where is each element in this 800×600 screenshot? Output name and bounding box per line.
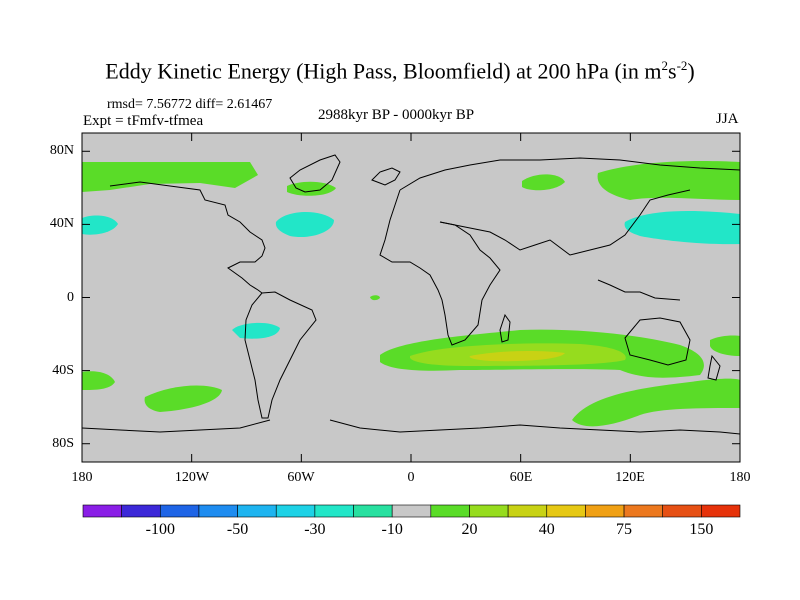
stats-label: rmsd= 7.56772 diff= 2.61467 — [107, 97, 273, 112]
x-tick-label: 0 — [407, 470, 415, 485]
chart-title: Eddy Kinetic Energy (High Pass, Bloomfie… — [105, 58, 695, 84]
colorbar-label: 150 — [689, 521, 714, 538]
anomaly-north-pacific-east — [82, 215, 118, 235]
colorbar-label: -100 — [145, 521, 175, 538]
anomaly-eurasia-north — [522, 174, 565, 191]
anomaly-siberia — [597, 161, 740, 200]
experiment-label: Expt = tFmfv-tfmea — [83, 113, 204, 129]
anomaly-dateline-south — [82, 371, 115, 390]
colorbar-label: -30 — [304, 521, 326, 538]
anomaly-north-atlantic — [82, 162, 258, 192]
colorbar-label: 75 — [616, 521, 633, 538]
y-tick-label: 40N — [49, 216, 74, 231]
coastlines — [82, 154, 740, 435]
anomaly-south-pacific — [144, 385, 222, 412]
anomaly-equatorial-atlantic — [370, 295, 380, 301]
y-tick-label: 40S — [52, 363, 74, 378]
y-tick-label: 80N — [49, 143, 74, 158]
anomaly-south-australia — [572, 378, 740, 427]
x-tick-label: 60W — [287, 470, 315, 485]
x-tick-label: 120E — [615, 470, 645, 485]
colorbar-label: 20 — [461, 521, 478, 538]
x-tick-label: 180 — [71, 470, 93, 485]
anomaly-west-atlantic — [275, 211, 334, 238]
anomaly-south-indian-peak — [469, 351, 565, 362]
season-label: JJA — [716, 111, 739, 127]
anomaly-labrador — [287, 181, 336, 196]
colorbar-label: 40 — [538, 521, 555, 538]
y-tick-label: 0 — [67, 290, 74, 305]
colorbar-label: -50 — [226, 521, 249, 538]
y-tick-label: 80S — [52, 436, 74, 451]
x-tick-label: 120W — [174, 470, 210, 485]
period-label: 2988kyr BP - 0000kyr BP — [318, 107, 475, 123]
anomaly-tasman — [710, 335, 740, 356]
colorbar-label: -10 — [381, 521, 403, 538]
x-tick-label: 60E — [509, 470, 533, 485]
anomaly-southeast-pacific — [232, 322, 280, 339]
anomaly-north-pacific-west — [624, 211, 740, 245]
axis-ticks — [81, 133, 741, 462]
x-tick-label: 180 — [729, 470, 751, 485]
